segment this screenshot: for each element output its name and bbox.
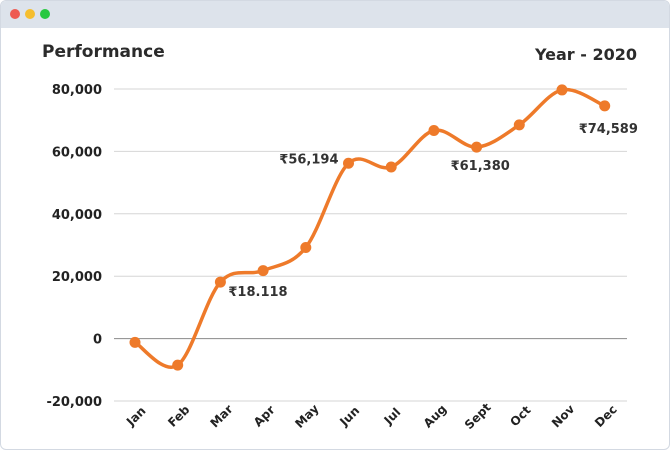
series-line <box>133 87 607 369</box>
data-point-may <box>300 241 312 253</box>
x-tick-label: Aug <box>421 402 450 431</box>
data-point-jul <box>385 161 397 173</box>
x-tick-label: Mar <box>207 402 235 430</box>
data-label: ₹18.118 <box>228 285 287 300</box>
maximize-button[interactable] <box>40 9 50 19</box>
x-tick-label: Jan <box>123 404 149 430</box>
y-tick-label: 0 <box>93 333 102 348</box>
series-line-layer <box>133 87 607 369</box>
x-tick-label: May <box>292 401 321 430</box>
data-point-apr <box>257 265 269 277</box>
x-tick-label: Apr <box>251 403 278 430</box>
y-tick-label: 40,000 <box>52 208 102 223</box>
data-label: ₹74,589 <box>579 122 638 137</box>
x-tick-label: Dec <box>592 402 620 430</box>
data-point-sept <box>471 141 483 153</box>
data-point-oct <box>513 119 525 131</box>
data-label: ₹61,380 <box>451 159 510 174</box>
data-point-aug <box>428 124 440 136</box>
x-tick-label: Sept <box>462 400 494 432</box>
data-point-feb <box>172 359 184 371</box>
x-tick-label: Oct <box>507 403 533 429</box>
data-label: ₹56,194 <box>279 152 338 167</box>
x-tick-label: Feb <box>165 402 192 429</box>
x-axis-ticks: Jan Feb Mar Apr May Jun Jul Aug Sept Oct Nov Dec <box>123 400 620 432</box>
data-points <box>129 84 611 371</box>
gridlines <box>114 88 627 402</box>
y-tick-label: 20,000 <box>52 270 102 285</box>
data-point-nov <box>556 84 568 96</box>
y-tick-label: 60,000 <box>52 145 102 160</box>
data-point-mar <box>214 276 226 288</box>
y-tick-label: 80,000 <box>52 83 102 98</box>
x-tick-label: Jun <box>336 404 362 430</box>
data-labels: ₹18.118 ₹56,194 ₹61,380 ₹74,589 <box>228 122 638 300</box>
window-titlebar <box>1 1 669 28</box>
data-point-jun <box>343 157 354 169</box>
chart-title: Performance <box>42 42 165 62</box>
x-tick-label: Nov <box>549 402 577 430</box>
chart-subtitle: Year - 2020 <box>535 45 637 64</box>
x-tick-label: Jul <box>381 405 404 428</box>
y-axis-ticks: 80,000 60,000 40,000 20,000 0 -20,000 <box>46 83 102 410</box>
close-button[interactable] <box>10 9 20 19</box>
y-tick-label: -20,000 <box>46 395 102 410</box>
data-point-jan <box>129 336 141 348</box>
data-point-dec <box>599 100 611 112</box>
minimize-button[interactable] <box>25 9 35 19</box>
